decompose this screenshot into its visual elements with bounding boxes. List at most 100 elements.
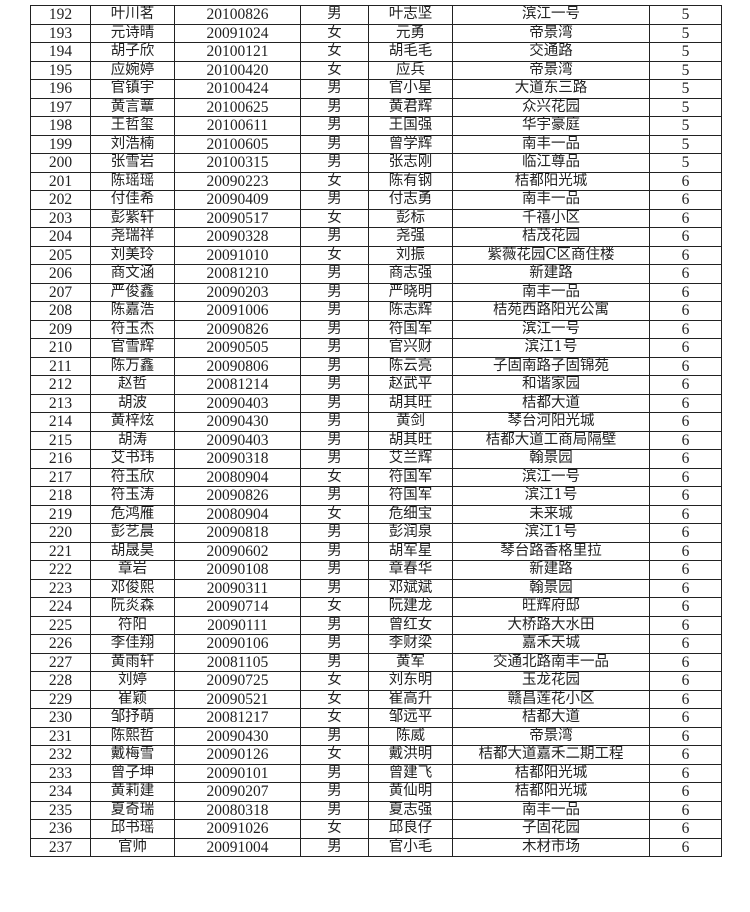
row-number-cell: 233 — [30, 763, 91, 783]
table-row: 201 陈瑶瑶 20090223 女陈有钢 桔都阳光城 6 — [30, 171, 722, 191]
parent-name-cell: 胡其旺 — [368, 393, 453, 413]
gender-cell: 男 — [300, 338, 369, 358]
student-name-cell: 黄梓炫 — [90, 412, 175, 432]
grade-cell: 5 — [649, 42, 722, 62]
table-row: 203 彭紫轩 20090517 女彭标 千禧小区 6 — [30, 208, 722, 228]
parent-name-cell: 应兵 — [368, 60, 453, 80]
grade-cell: 6 — [649, 486, 722, 506]
table-row: 223 邓俊熙 20090311 男邓斌斌 翰景园 6 — [30, 578, 722, 598]
row-number-cell: 230 — [30, 708, 91, 728]
row-number-cell: 232 — [30, 745, 91, 765]
parent-name-cell: 陈威 — [368, 726, 453, 746]
student-name-cell: 黄莉建 — [90, 782, 175, 802]
student-name-cell: 符玉欣 — [90, 467, 175, 487]
parent-name-cell: 黄仙明 — [368, 782, 453, 802]
grade-cell: 6 — [649, 689, 722, 709]
row-number-cell: 226 — [30, 634, 91, 654]
gender-cell: 女 — [300, 671, 369, 691]
row-number-cell: 210 — [30, 338, 91, 358]
birth-date-cell: 20090207 — [174, 782, 301, 802]
grade-cell: 6 — [649, 782, 722, 802]
birth-date-cell: 20080904 — [174, 504, 301, 524]
row-number-cell: 198 — [30, 116, 91, 136]
grade-cell: 6 — [649, 375, 722, 395]
student-name-cell: 胡晟昊 — [90, 541, 175, 561]
table-row: 228 刘婷 20090725 女刘东明 玉龙花园 6 — [30, 671, 722, 691]
parent-name-cell: 官小星 — [368, 79, 453, 99]
address-cell: 交通北路南丰一品 — [452, 652, 650, 672]
row-number-cell: 224 — [30, 597, 91, 617]
table-row: 232 戴梅雪 20090126 女戴洪明 桔都大道嘉禾二期工程 6 — [30, 745, 722, 765]
parent-name-cell: 严晓明 — [368, 282, 453, 302]
row-number-cell: 194 — [30, 42, 91, 62]
address-cell: 桔都大道工商局隔壁 — [452, 430, 650, 450]
grade-cell: 6 — [649, 338, 722, 358]
table-row: 207 严俊鑫 20090203 男严晓明 南丰一品 6 — [30, 282, 722, 302]
table-row: 235 夏奇瑞 20080318 男夏志强 南丰一品 6 — [30, 800, 722, 820]
gender-cell: 男 — [300, 652, 369, 672]
birth-date-cell: 20100315 — [174, 153, 301, 173]
student-name-cell: 刘浩楠 — [90, 134, 175, 154]
row-number-cell: 227 — [30, 652, 91, 672]
table-row: 218 符玉涛 20090826 男符国军 滨江1号 6 — [30, 486, 722, 506]
table-row: 199 刘浩楠 20100605 男曾学辉 南丰一品 5 — [30, 134, 722, 154]
parent-name-cell: 王国强 — [368, 116, 453, 136]
address-cell: 滨江1号 — [452, 486, 650, 506]
gender-cell: 女 — [300, 42, 369, 62]
birth-date-cell: 20091010 — [174, 245, 301, 265]
address-cell: 大道东三路 — [452, 79, 650, 99]
gender-cell: 男 — [300, 486, 369, 506]
address-cell: 临江尊品 — [452, 153, 650, 173]
grade-cell: 6 — [649, 726, 722, 746]
gender-cell: 男 — [300, 615, 369, 635]
address-cell: 桔都阳光城 — [452, 763, 650, 783]
row-number-cell: 196 — [30, 79, 91, 99]
grade-cell: 6 — [649, 301, 722, 321]
address-cell: 南丰一品 — [452, 134, 650, 154]
gender-cell: 女 — [300, 504, 369, 524]
address-cell: 桔都阳光城 — [452, 171, 650, 191]
table-row: 192 叶川茗 20100826 男叶志坚 滨江一号 5 — [30, 5, 722, 25]
parent-name-cell: 刘振 — [368, 245, 453, 265]
birth-date-cell: 20090111 — [174, 615, 301, 635]
address-cell: 交通路 — [452, 42, 650, 62]
grade-cell: 6 — [649, 245, 722, 265]
birth-date-cell: 20081105 — [174, 652, 301, 672]
student-name-cell: 刘美玲 — [90, 245, 175, 265]
gender-cell: 男 — [300, 134, 369, 154]
grade-cell: 6 — [649, 615, 722, 635]
grade-cell: 6 — [649, 745, 722, 765]
row-number-cell: 205 — [30, 245, 91, 265]
grade-cell: 5 — [649, 116, 722, 136]
parent-name-cell: 符国军 — [368, 467, 453, 487]
parent-name-cell: 曾红女 — [368, 615, 453, 635]
row-number-cell: 237 — [30, 837, 91, 857]
parent-name-cell: 胡毛毛 — [368, 42, 453, 62]
address-cell: 紫薇花园C区商住楼 — [452, 245, 650, 265]
gender-cell: 男 — [300, 523, 369, 543]
parent-name-cell: 艾兰辉 — [368, 449, 453, 469]
birth-date-cell: 20090223 — [174, 171, 301, 191]
row-number-cell: 195 — [30, 60, 91, 80]
table-row: 200 张雪岩 20100315 男张志刚 临江尊品 5 — [30, 153, 722, 173]
gender-cell: 男 — [300, 301, 369, 321]
parent-name-cell: 黄剑 — [368, 412, 453, 432]
student-name-cell: 夏奇瑞 — [90, 800, 175, 820]
row-number-cell: 206 — [30, 264, 91, 284]
row-number-cell: 203 — [30, 208, 91, 228]
student-name-cell: 章岩 — [90, 560, 175, 580]
grade-cell: 6 — [649, 800, 722, 820]
gender-cell: 女 — [300, 745, 369, 765]
gender-cell: 男 — [300, 356, 369, 376]
birth-date-cell: 20090826 — [174, 319, 301, 339]
student-name-cell: 官镇宇 — [90, 79, 175, 99]
gender-cell: 男 — [300, 726, 369, 746]
table-row: 219 危鸿雁 20080904 女危细宝 未来城 6 — [30, 504, 722, 524]
row-number-cell: 208 — [30, 301, 91, 321]
birth-date-cell: 20090714 — [174, 597, 301, 617]
row-number-cell: 220 — [30, 523, 91, 543]
student-name-cell: 符玉杰 — [90, 319, 175, 339]
address-cell: 琴台路香格里拉 — [452, 541, 650, 561]
table-row: 216 艾书玮 20090318 男艾兰辉 翰景园 6 — [30, 449, 722, 469]
gender-cell: 男 — [300, 5, 369, 25]
